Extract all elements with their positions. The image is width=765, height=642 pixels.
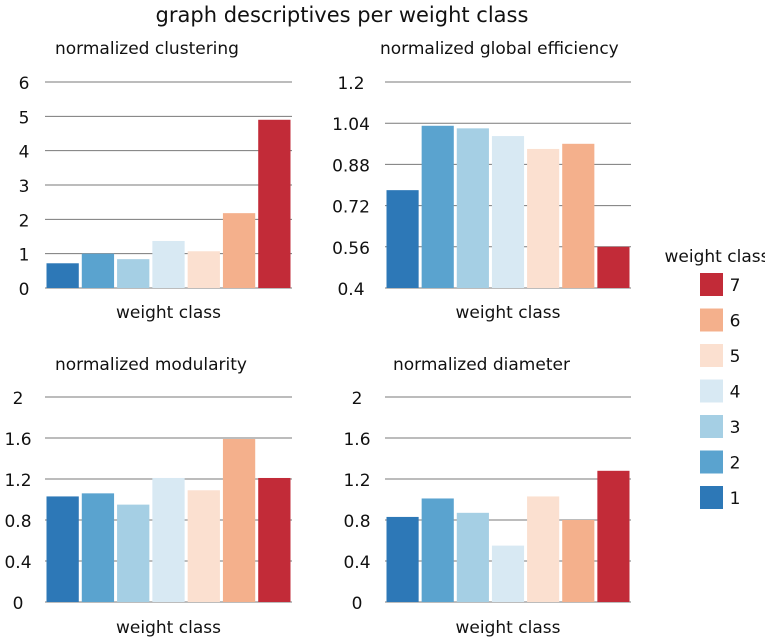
legend-items: 7 6 5 4 3 2 1 (700, 273, 740, 509)
y-tick-label: 0 (19, 280, 30, 300)
bar (187, 251, 220, 288)
bar (527, 148, 560, 288)
y-tick-label: 3 (19, 177, 30, 197)
bar (421, 125, 454, 289)
bar (386, 516, 419, 602)
legend-swatch (700, 344, 723, 367)
y-tick-label: 4 (19, 143, 30, 163)
y-tick-label: 1.2 (343, 471, 370, 491)
y-tick-label: 0.4 (4, 553, 31, 573)
y-tick-label: 0.4 (337, 280, 364, 300)
bar (117, 259, 150, 288)
legend-label: 3 (730, 418, 741, 438)
figure-title: graph descriptives per weight class (156, 3, 529, 27)
bar (81, 253, 115, 288)
bar (258, 119, 291, 289)
y-tick-label: 1.2 (4, 471, 31, 491)
legend-entry: 6 (700, 308, 741, 332)
x-axis-label: weight class (456, 618, 561, 638)
y-tick-label: 6 (19, 74, 30, 94)
subplot: 0 1 2 3 4 5 6 normalized clustering weight class (19, 39, 292, 323)
bar (491, 136, 525, 288)
subplot-title: normalized global efficiency (380, 39, 619, 59)
legend-swatch (700, 486, 723, 509)
bar (491, 545, 525, 602)
legend-entry: 4 (700, 379, 741, 403)
bar (597, 470, 630, 602)
bar (187, 490, 220, 602)
bar (597, 246, 630, 288)
legend: weight class 7 6 5 4 3 2 1 (665, 247, 765, 509)
legend-entry: 1 (700, 486, 740, 509)
legend-entry: 3 (700, 415, 740, 438)
y-tick-label: 0.88 (332, 156, 370, 176)
legend-swatch (700, 379, 723, 403)
legend-swatch (700, 450, 723, 474)
y-tick-label: 0 (13, 594, 24, 614)
legend-label: 4 (730, 383, 741, 403)
bar (46, 263, 79, 288)
y-tick-label: 0.4 (343, 553, 370, 573)
y-tick-label: 0.56 (332, 239, 370, 259)
y-tick-label: 1.04 (332, 115, 370, 135)
bar (222, 213, 256, 288)
subplot: 0 0.4 0.8 1.2 1.6 2 normalized modularity weigh… (4, 355, 292, 638)
bar (258, 477, 291, 602)
legend-entry: 7 (700, 273, 740, 296)
subplot: 0 0.4 0.8 1.2 1.6 2 normalized diameter weight … (343, 355, 631, 638)
bar (456, 128, 489, 288)
legend-label: 5 (730, 347, 741, 367)
legend-label: 2 (730, 454, 741, 474)
y-tick-label: 1 (19, 246, 30, 266)
x-axis-label: weight class (116, 618, 221, 638)
legend-entry: 2 (700, 450, 741, 474)
y-tick-label: 1.6 (4, 430, 31, 450)
bar (81, 493, 115, 602)
y-tick-label: 2 (13, 389, 24, 409)
legend-label: 6 (730, 312, 741, 332)
bar (562, 520, 595, 602)
subplot-title: normalized modularity (55, 355, 247, 375)
legend-swatch (700, 308, 723, 332)
subplot: 0.4 0.56 0.72 0.88 1.04 1.2 normalized global … (332, 39, 631, 323)
bar (562, 143, 595, 288)
legend-swatch (700, 273, 723, 296)
bar (152, 240, 185, 288)
y-tick-label: 1.2 (337, 74, 364, 94)
y-tick-label: 0.8 (343, 512, 370, 532)
legend-entry: 5 (700, 344, 740, 367)
subplots: 0 1 2 3 4 5 6 normalized clustering weight class… (4, 39, 631, 638)
bar (152, 477, 185, 602)
bar (527, 496, 560, 602)
bar (456, 512, 489, 602)
y-tick-label: 0 (352, 594, 363, 614)
legend-swatch (700, 415, 723, 438)
y-tick-label: 0.72 (332, 198, 370, 218)
bar (386, 190, 419, 288)
legend-title: weight class (665, 247, 765, 267)
y-tick-label: 2 (352, 389, 363, 409)
bar (421, 498, 454, 602)
y-tick-label: 2 (19, 211, 30, 231)
x-axis-label: weight class (456, 303, 561, 323)
legend-label: 7 (730, 276, 741, 296)
bar (46, 496, 79, 602)
bar (222, 439, 256, 602)
y-tick-label: 0.8 (4, 512, 31, 532)
bar (117, 504, 150, 602)
y-tick-label: 1.6 (343, 430, 370, 450)
legend-label: 1 (730, 489, 741, 509)
subplot-title: normalized clustering (55, 39, 239, 59)
y-tick-label: 5 (19, 108, 30, 128)
x-axis-label: weight class (116, 303, 221, 323)
subplot-title: normalized diameter (393, 355, 570, 375)
